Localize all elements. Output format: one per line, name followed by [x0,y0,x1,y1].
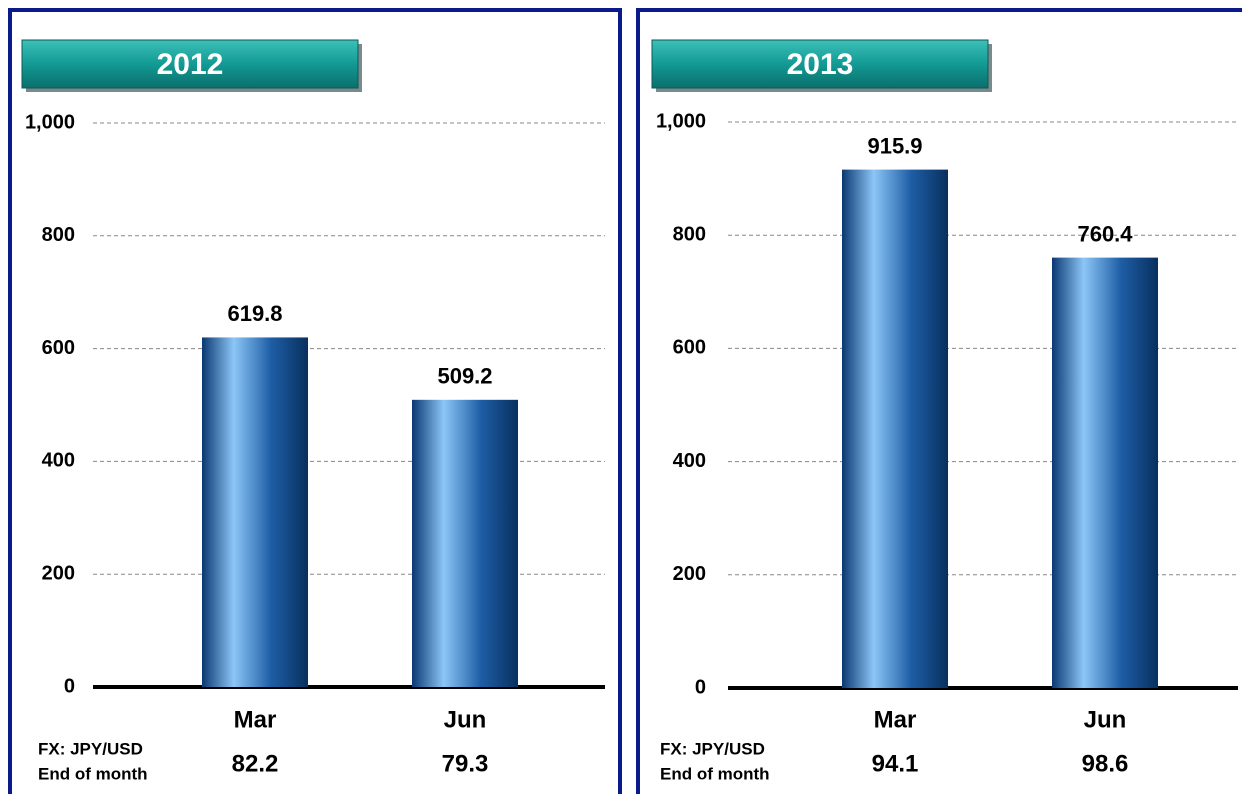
y-tick-label: 0 [64,675,75,697]
y-tick-label: 800 [673,223,706,245]
x-tick-label: Mar [874,706,917,733]
fx-label: FX: JPY/USD [38,739,143,758]
bar [412,399,518,687]
panel-border [8,8,622,799]
y-tick-label: 200 [42,562,75,584]
x-tick-label: Mar [234,706,277,733]
x-tick-label: Jun [444,706,487,733]
value-label: 760.4 [1077,221,1133,246]
y-tick-label: 600 [673,337,706,359]
bar [842,169,948,689]
x-tick-label: Jun [1084,706,1127,733]
fx-value: 82.2 [232,750,279,777]
y-tick-label: 600 [42,337,75,359]
title-box [651,39,989,89]
y-tick-label: 400 [673,450,706,472]
panel-border [636,8,1242,799]
y-tick-label: 200 [673,563,706,585]
y-tick-label: 800 [42,224,75,246]
fx-value: 94.1 [872,750,919,777]
value-label: 509.2 [437,364,492,389]
y-tick-label: 0 [695,676,706,698]
fx-value: 98.6 [1082,750,1129,777]
title-box [21,39,359,89]
bar [1052,257,1158,688]
value-label: 619.8 [227,301,282,326]
y-tick-label: 1,000 [656,110,706,132]
y-tick-label: 1,000 [25,111,75,133]
fx-label: End of month [660,764,770,783]
fx-label: FX: JPY/USD [660,739,765,758]
bar [202,337,308,687]
value-label: 915.9 [867,133,922,158]
fx-label: End of month [38,764,148,783]
chart-title: 2013 [787,48,854,81]
fx-value: 79.3 [442,750,489,777]
y-tick-label: 400 [42,450,75,472]
chart-title: 2012 [157,48,224,81]
